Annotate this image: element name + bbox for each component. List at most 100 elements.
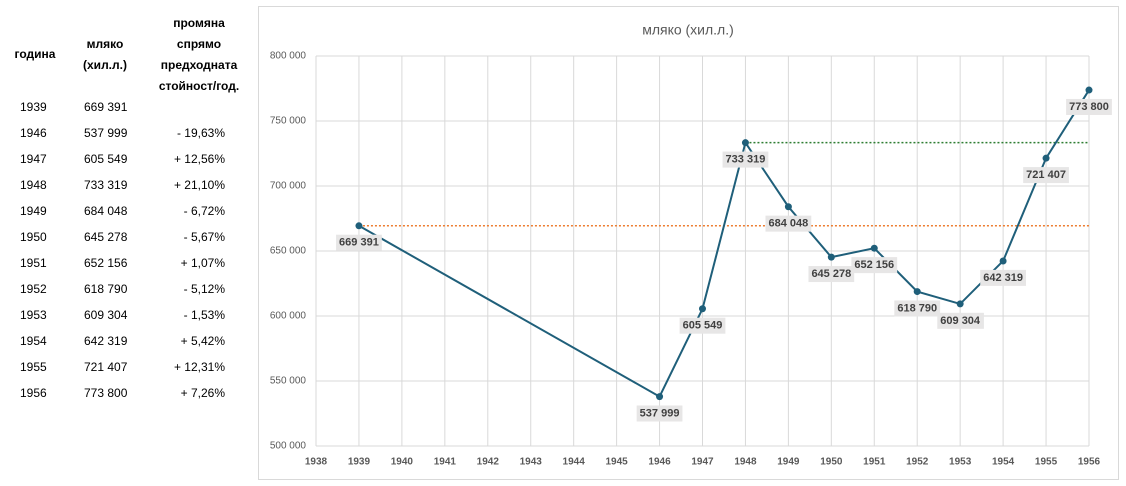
data-label-text: 642 319 bbox=[983, 272, 1023, 284]
data-label: 773 800 bbox=[1066, 98, 1112, 115]
x-tick-label: 1941 bbox=[434, 457, 457, 468]
data-point bbox=[1042, 154, 1050, 162]
data-label-text: 537 999 bbox=[640, 408, 680, 420]
table-cell: 652 156 bbox=[84, 256, 128, 270]
data-label-text: 618 790 bbox=[897, 302, 937, 314]
table-cell: 1955 bbox=[20, 360, 47, 374]
table-cell: 1951 bbox=[20, 256, 47, 270]
x-tick-label: 1947 bbox=[691, 457, 714, 468]
data-label-box bbox=[722, 151, 769, 168]
table-header: промяна спрямо предходната стойност/год. bbox=[158, 16, 240, 93]
data-label-box bbox=[1066, 98, 1112, 115]
data-point bbox=[699, 305, 706, 313]
data-label-box bbox=[851, 257, 898, 274]
table-cell: 1953 bbox=[20, 308, 47, 322]
data-label-box bbox=[679, 317, 726, 334]
table-cell: 684 048 bbox=[84, 204, 128, 218]
data-label-text: 609 304 bbox=[940, 315, 981, 327]
x-tick-label: 1949 bbox=[777, 457, 800, 468]
data-point bbox=[1085, 86, 1093, 94]
table-cell: 733 319 bbox=[84, 178, 128, 192]
data-label-box bbox=[336, 234, 382, 251]
x-tick-label: 1954 bbox=[992, 457, 1015, 468]
data-point bbox=[870, 244, 878, 252]
data-label-text: 733 319 bbox=[726, 154, 766, 166]
table-header: мляко (хил.л.) bbox=[83, 37, 127, 72]
x-tick-label: 1952 bbox=[906, 457, 929, 468]
data-label-box bbox=[636, 405, 683, 422]
x-tick-label: 1956 bbox=[1078, 457, 1101, 468]
data-point bbox=[913, 288, 921, 296]
table-cell: - 6,72% bbox=[183, 204, 225, 218]
table-cell: 1950 bbox=[20, 230, 47, 244]
table-cell: + 7,26% bbox=[180, 386, 225, 400]
data-label-box bbox=[894, 300, 941, 317]
y-tick-label: 700 000 bbox=[270, 181, 307, 192]
table-cell: - 1,53% bbox=[183, 308, 225, 322]
data-label-box bbox=[937, 312, 984, 329]
x-tick-label: 1946 bbox=[648, 457, 671, 468]
table-cell: 1948 bbox=[20, 178, 47, 192]
x-tick-label: 1953 bbox=[949, 457, 972, 468]
data-point bbox=[656, 393, 664, 401]
table-cell: 1949 bbox=[20, 204, 47, 218]
data-label-box bbox=[1023, 167, 1069, 184]
data-label: 605 549 bbox=[679, 317, 726, 334]
table-cell: 537 999 bbox=[84, 126, 128, 140]
table-cell: + 12,31% bbox=[173, 360, 225, 374]
y-tick-label: 500 000 bbox=[270, 441, 307, 452]
table-cell: 721 407 bbox=[84, 360, 128, 374]
table-cell: + 5,42% bbox=[180, 334, 225, 348]
y-tick-label: 550 000 bbox=[270, 376, 307, 387]
table-cell: + 12,56% bbox=[173, 152, 225, 166]
y-tick-label: 650 000 bbox=[270, 246, 307, 257]
x-tick-label: 1940 bbox=[391, 457, 414, 468]
table-cell: 609 304 bbox=[84, 308, 128, 322]
data-label-text: 645 278 bbox=[811, 268, 851, 280]
data-label-box bbox=[765, 215, 812, 232]
data-label-box bbox=[980, 269, 1026, 286]
table-cell: - 19,63% bbox=[176, 126, 225, 140]
data-label: 645 278 bbox=[808, 266, 855, 283]
x-tick-label: 1939 bbox=[348, 457, 371, 468]
data-label: 721 407 bbox=[1023, 167, 1069, 184]
table-cell: + 21,10% bbox=[173, 178, 225, 192]
table-cell: - 5,12% bbox=[183, 282, 225, 296]
data-label-text: 605 549 bbox=[683, 320, 723, 332]
table-cell: 669 391 bbox=[84, 100, 128, 114]
x-tick-label: 1950 bbox=[820, 457, 843, 468]
x-tick-label: 1955 bbox=[1035, 457, 1058, 468]
data-label: 652 156 bbox=[851, 257, 898, 274]
x-tick-label: 1951 bbox=[863, 457, 886, 468]
table-cell: 642 319 bbox=[84, 334, 128, 348]
data-label-text: 684 048 bbox=[769, 218, 809, 230]
table-cell: 1939 bbox=[20, 100, 47, 114]
data-label: 618 790 bbox=[894, 300, 941, 317]
data-label-text: 721 407 bbox=[1026, 169, 1066, 181]
y-tick-label: 800 000 bbox=[270, 51, 307, 62]
data-label-text: 773 800 bbox=[1069, 101, 1109, 113]
data-point bbox=[956, 300, 964, 308]
x-tick-label: 1938 bbox=[305, 457, 328, 468]
chart-title: мляко (хил.л.) bbox=[642, 22, 734, 38]
data-label: 537 999 bbox=[636, 405, 683, 422]
x-tick-label: 1945 bbox=[605, 457, 628, 468]
table-cell: 645 278 bbox=[84, 230, 128, 244]
data-label-text: 669 391 bbox=[339, 237, 379, 249]
data-label-box bbox=[808, 266, 855, 283]
data-point bbox=[741, 139, 749, 147]
x-tick-label: 1942 bbox=[477, 457, 500, 468]
data-point bbox=[355, 222, 363, 230]
table-header: година bbox=[14, 47, 56, 61]
data-label: 609 304 bbox=[937, 312, 984, 329]
data-label: 642 319 bbox=[980, 269, 1026, 286]
x-tick-label: 1944 bbox=[563, 457, 586, 468]
y-tick-label: 750 000 bbox=[270, 116, 307, 127]
table-cell: 605 549 bbox=[84, 152, 128, 166]
x-tick-label: 1943 bbox=[520, 457, 543, 468]
table-cell: + 1,07% bbox=[180, 256, 225, 270]
table-cell: 1954 bbox=[20, 334, 47, 348]
x-tick-label: 1948 bbox=[734, 457, 757, 468]
